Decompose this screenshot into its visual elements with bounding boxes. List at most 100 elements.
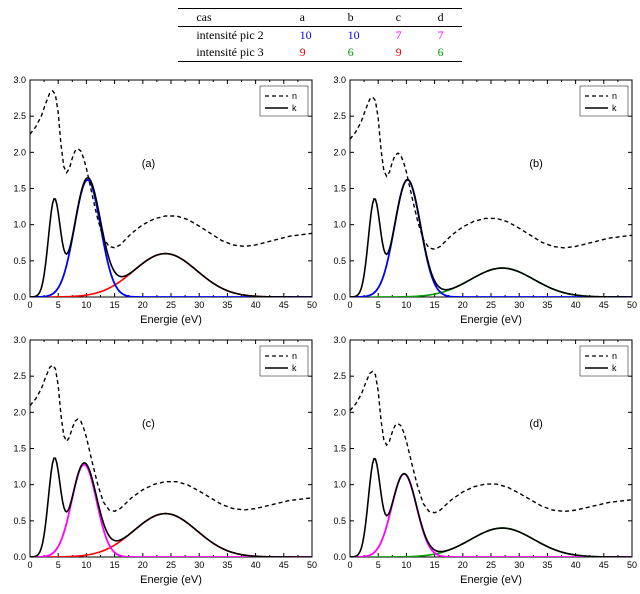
svg-text:30: 30	[514, 560, 524, 570]
svg-text:10: 10	[401, 300, 411, 310]
svg-text:30: 30	[514, 300, 524, 310]
svg-text:1.5: 1.5	[13, 444, 26, 454]
legend-box	[580, 86, 628, 116]
svg-text:0.0: 0.0	[333, 552, 346, 562]
pic3-curve	[30, 514, 312, 557]
table-header-col: b	[330, 9, 378, 27]
svg-text:40: 40	[251, 560, 261, 570]
svg-text:30: 30	[194, 300, 204, 310]
table-header-cas: cas	[178, 9, 281, 27]
svg-text:5: 5	[56, 300, 61, 310]
svg-text:1.0: 1.0	[13, 220, 26, 230]
svg-text:0: 0	[347, 560, 352, 570]
k-curve	[30, 458, 312, 557]
legend-label-n: n	[292, 351, 297, 361]
svg-text:40: 40	[571, 560, 581, 570]
svg-text:10: 10	[401, 560, 411, 570]
svg-text:0.5: 0.5	[333, 516, 346, 526]
svg-text:45: 45	[599, 300, 609, 310]
pic2-curve	[30, 465, 312, 557]
chart-wrap: 051015202530354045500.00.51.01.52.02.53.…	[0, 332, 320, 592]
legend-box	[260, 86, 308, 116]
legend-box	[260, 346, 308, 376]
svg-text:50: 50	[627, 300, 637, 310]
svg-text:1.5: 1.5	[13, 184, 26, 194]
svg-text:2.0: 2.0	[333, 407, 346, 417]
svg-text:10: 10	[81, 560, 91, 570]
parameter-table: cas a b c d intensité pic 2 10 10 7 7 in…	[0, 0, 640, 72]
table-row: intensité pic 3 9 6 9 6	[178, 44, 461, 62]
svg-text:0.0: 0.0	[13, 552, 26, 562]
svg-text:5: 5	[56, 560, 61, 570]
svg-text:0: 0	[27, 300, 32, 310]
table-header-col: a	[282, 9, 330, 27]
svg-text:35: 35	[222, 300, 232, 310]
row-value: 7	[420, 27, 462, 45]
row-label: intensité pic 3	[178, 44, 281, 62]
svg-text:2.5: 2.5	[13, 111, 26, 121]
chart-wrap: 051015202530354045500.00.51.01.52.02.53.…	[320, 72, 640, 332]
pic3-curve	[30, 254, 312, 297]
svg-text:25: 25	[486, 560, 496, 570]
legend-label-n: n	[612, 91, 617, 101]
svg-text:1.5: 1.5	[333, 444, 346, 454]
row-value: 6	[420, 44, 462, 62]
svg-text:1.0: 1.0	[333, 220, 346, 230]
svg-text:3.0: 3.0	[13, 75, 26, 85]
row-value: 6	[330, 44, 378, 62]
svg-text:15: 15	[110, 560, 120, 570]
legend-label-n: n	[612, 351, 617, 361]
svg-text:40: 40	[251, 300, 261, 310]
row-label: intensité pic 2	[178, 27, 281, 45]
svg-text:30: 30	[194, 560, 204, 570]
svg-text:1.0: 1.0	[13, 480, 26, 490]
svg-text:2.0: 2.0	[333, 147, 346, 157]
svg-text:2.5: 2.5	[333, 111, 346, 121]
chart-panel: 051015202530354045500.00.51.01.52.02.53.…	[320, 72, 640, 332]
chart-wrap: 051015202530354045500.00.51.01.52.02.53.…	[0, 72, 320, 332]
svg-text:10: 10	[81, 300, 91, 310]
table-header-col: c	[378, 9, 420, 27]
chart-panel: 051015202530354045500.00.51.01.52.02.53.…	[320, 332, 640, 592]
table-header-col: d	[420, 9, 462, 27]
svg-text:50: 50	[307, 300, 317, 310]
svg-text:35: 35	[222, 560, 232, 570]
n-curve	[350, 371, 632, 512]
svg-text:0.5: 0.5	[333, 256, 346, 266]
n-curve	[30, 365, 312, 511]
svg-text:20: 20	[458, 300, 468, 310]
svg-text:2.0: 2.0	[13, 407, 26, 417]
k-curve	[350, 180, 632, 297]
svg-text:5: 5	[376, 560, 381, 570]
svg-text:1.0: 1.0	[333, 480, 346, 490]
x-axis-label: Energie (eV)	[460, 574, 522, 586]
svg-text:45: 45	[599, 560, 609, 570]
svg-text:25: 25	[486, 300, 496, 310]
pic3-curve	[350, 268, 632, 297]
svg-text:50: 50	[627, 560, 637, 570]
svg-text:25: 25	[166, 560, 176, 570]
svg-text:45: 45	[279, 560, 289, 570]
pic3-curve	[350, 528, 632, 557]
row-value: 10	[282, 27, 330, 45]
legend-label-k: k	[612, 363, 617, 373]
svg-text:2.5: 2.5	[333, 371, 346, 381]
x-axis-label: Energie (eV)	[140, 314, 202, 326]
chart-panel: 051015202530354045500.00.51.01.52.02.53.…	[0, 72, 320, 332]
legend-label-k: k	[292, 363, 297, 373]
panel-label: (b)	[529, 158, 542, 170]
svg-text:35: 35	[542, 300, 552, 310]
panel-label: (d)	[529, 418, 542, 430]
legend-label-k: k	[612, 103, 617, 113]
svg-text:25: 25	[166, 300, 176, 310]
svg-text:3.0: 3.0	[333, 335, 346, 345]
svg-text:0.5: 0.5	[13, 256, 26, 266]
svg-text:2.0: 2.0	[13, 147, 26, 157]
panel-label: (a)	[142, 158, 155, 170]
svg-text:0.0: 0.0	[333, 292, 346, 302]
pic2-curve	[350, 474, 632, 557]
svg-text:45: 45	[279, 300, 289, 310]
k-curve	[30, 178, 312, 297]
panel-label: (c)	[142, 418, 155, 430]
row-value: 10	[330, 27, 378, 45]
